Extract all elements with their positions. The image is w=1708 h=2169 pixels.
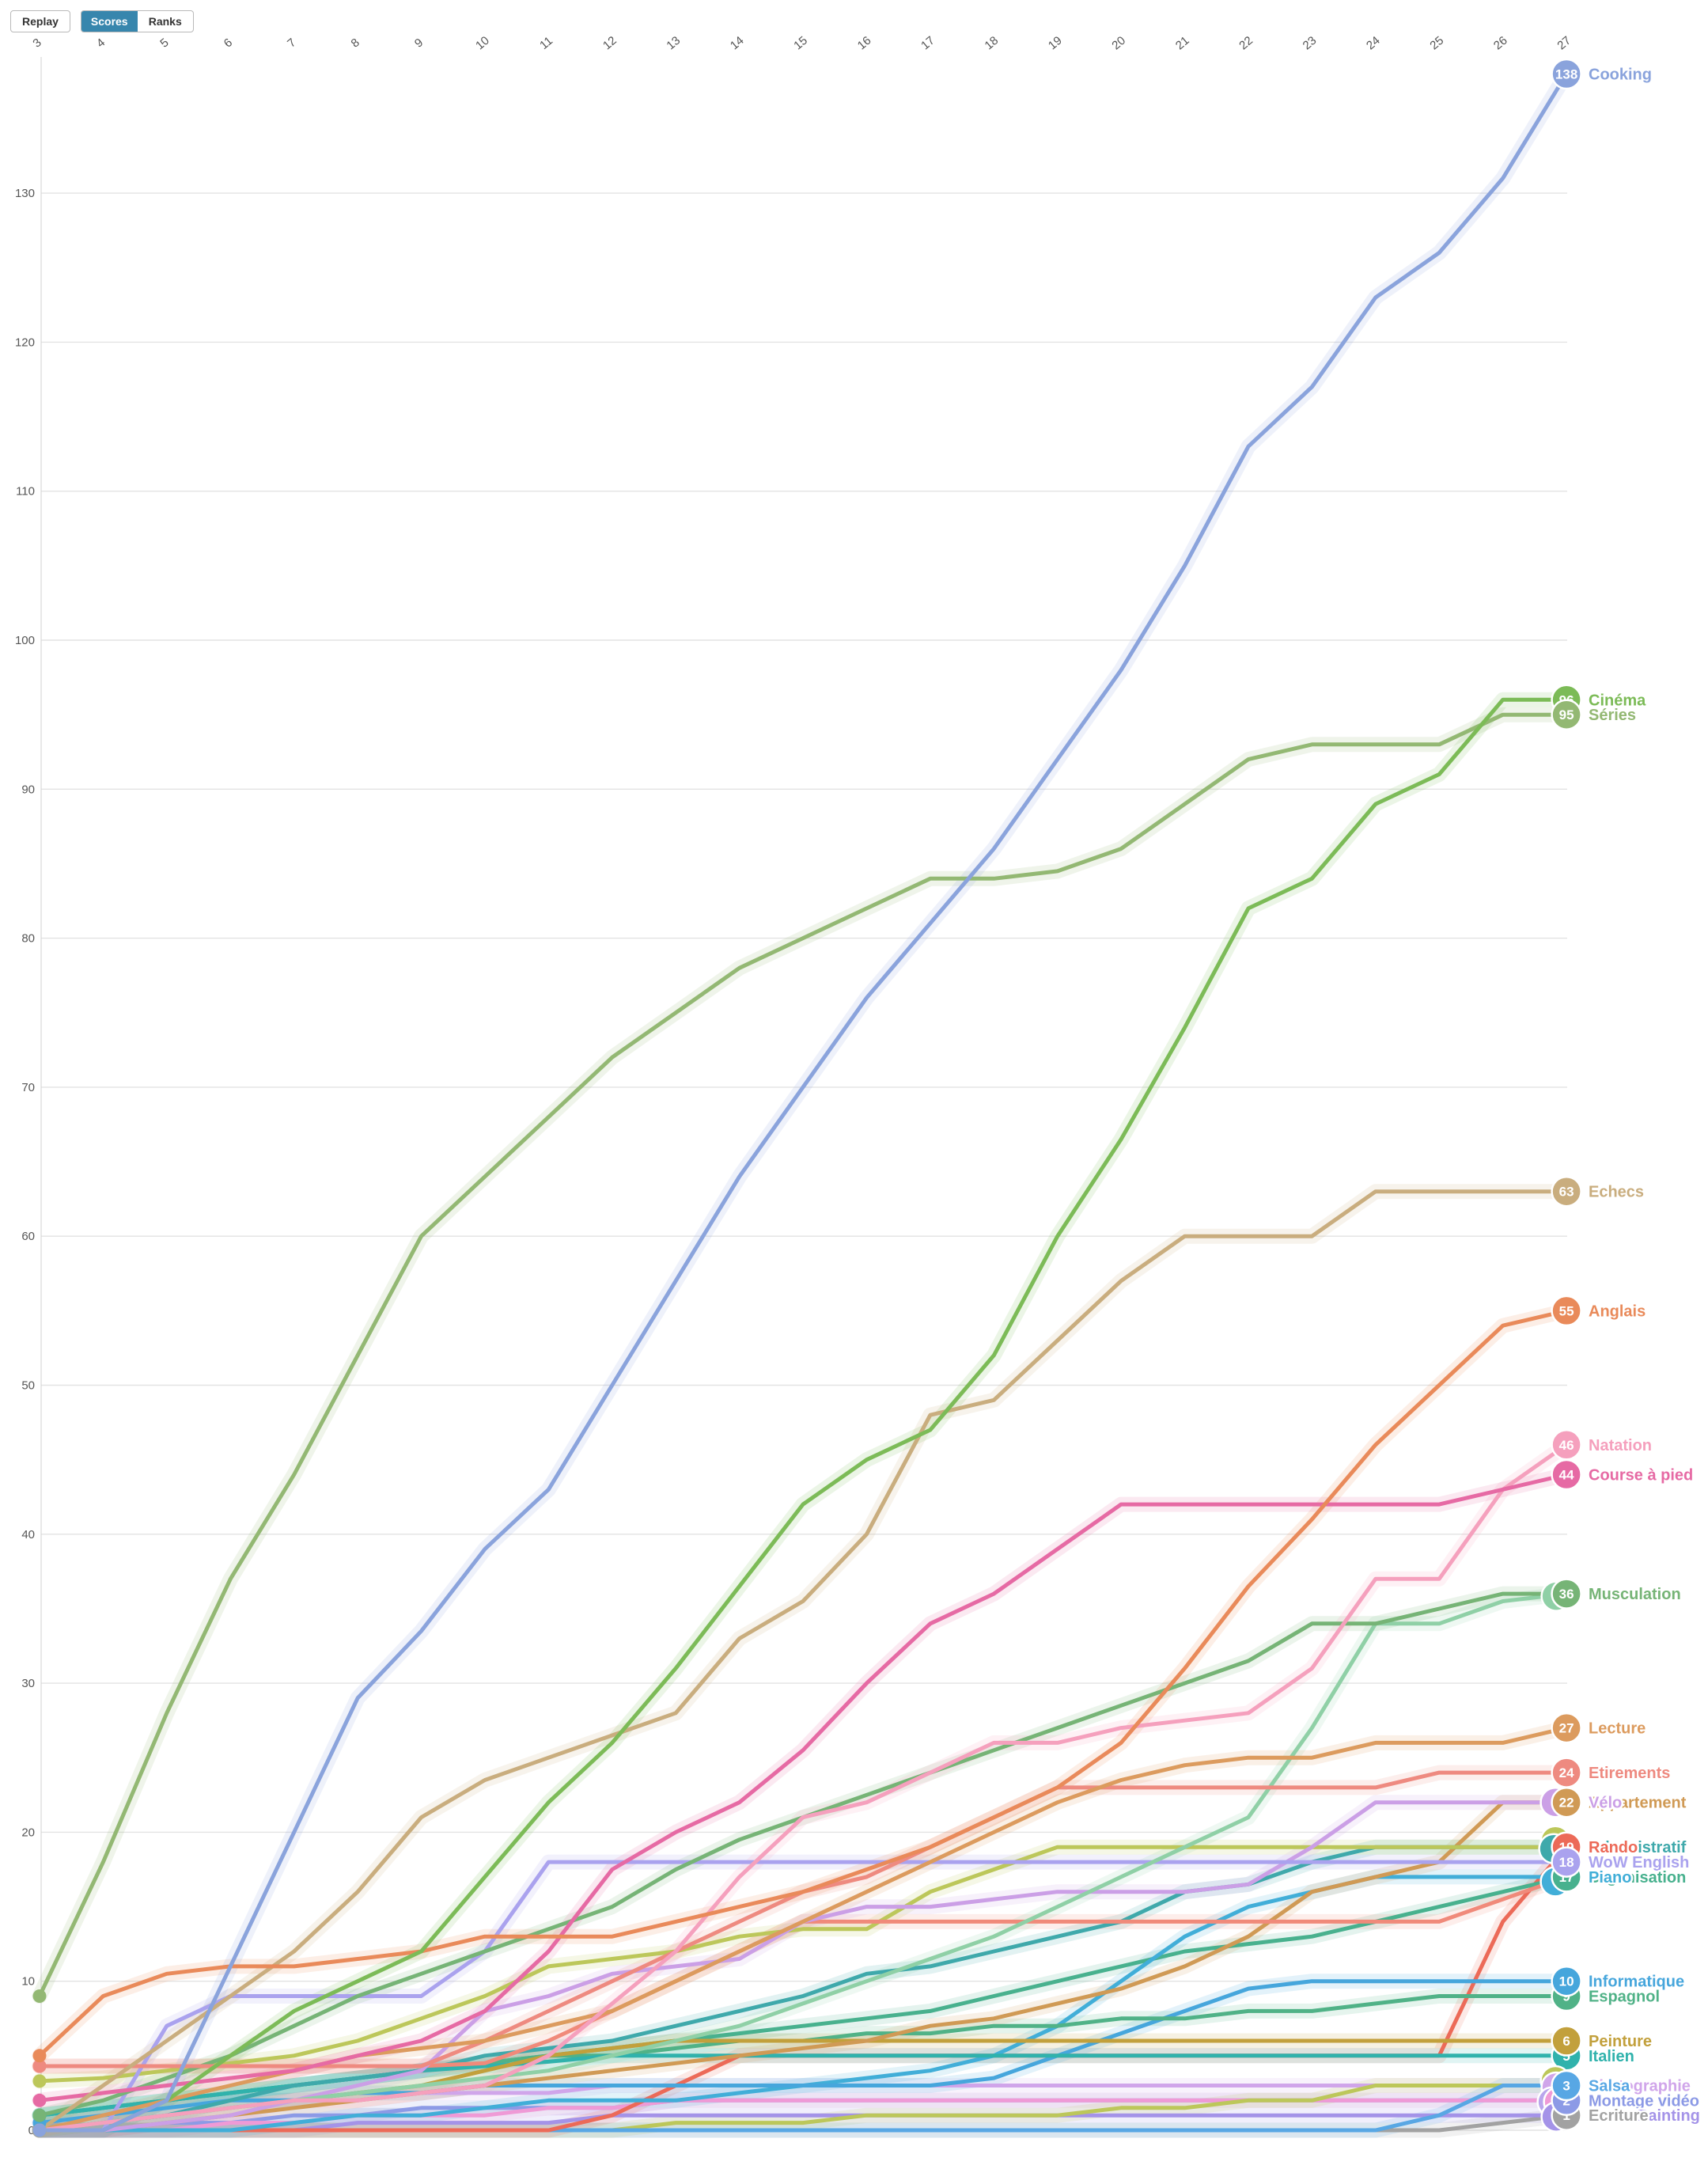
svg-text:30: 30 bbox=[21, 1677, 35, 1690]
svg-text:44: 44 bbox=[1559, 1468, 1574, 1483]
svg-text:Painting: Painting bbox=[1638, 2107, 1700, 2125]
svg-text:Organisation: Organisation bbox=[1589, 1869, 1686, 1886]
svg-text:22: 22 bbox=[1237, 34, 1255, 53]
svg-text:9: 9 bbox=[412, 36, 426, 50]
svg-text:Salsa: Salsa bbox=[1589, 2078, 1630, 2095]
svg-text:Montage vidéo: Montage vidéo bbox=[1589, 2092, 1699, 2110]
svg-text:13: 13 bbox=[664, 34, 683, 53]
svg-text:50: 50 bbox=[21, 1379, 35, 1393]
svg-text:90: 90 bbox=[21, 783, 35, 796]
svg-text:Appartement: Appartement bbox=[1589, 1795, 1687, 1812]
svg-text:40: 40 bbox=[21, 1528, 35, 1541]
svg-text:Course à pied: Course à pied bbox=[1589, 1467, 1693, 1485]
svg-text:25: 25 bbox=[1427, 34, 1446, 53]
svg-text:24: 24 bbox=[1559, 1765, 1574, 1780]
svg-text:36: 36 bbox=[1559, 1587, 1574, 1602]
svg-text:26: 26 bbox=[1491, 34, 1510, 53]
svg-text:20: 20 bbox=[1109, 34, 1128, 53]
svg-text:95: 95 bbox=[1559, 707, 1574, 722]
svg-text:Vélo: Vélo bbox=[1589, 1795, 1622, 1812]
svg-text:Italien: Italien bbox=[1589, 2048, 1634, 2065]
svg-text:46: 46 bbox=[1559, 1438, 1574, 1453]
svg-text:Photographie: Photographie bbox=[1589, 2078, 1691, 2095]
svg-text:7: 7 bbox=[285, 36, 298, 50]
svg-text:23: 23 bbox=[1301, 34, 1320, 53]
svg-text:Informatique: Informatique bbox=[1589, 1974, 1684, 1991]
svg-text:27: 27 bbox=[1559, 1721, 1574, 1736]
svg-text:6: 6 bbox=[222, 36, 235, 50]
svg-text:22: 22 bbox=[1559, 1795, 1574, 1811]
svg-text:3: 3 bbox=[30, 36, 44, 50]
svg-text:6: 6 bbox=[1562, 2034, 1570, 2049]
svg-text:Musculation: Musculation bbox=[1589, 1586, 1681, 1603]
svg-text:Espagnol: Espagnol bbox=[1589, 1989, 1660, 2006]
svg-text:110: 110 bbox=[16, 485, 35, 499]
svg-text:Séries: Séries bbox=[1589, 707, 1636, 724]
svg-text:Echecs: Echecs bbox=[1589, 1184, 1644, 1201]
svg-text:Peinture: Peinture bbox=[1589, 2033, 1652, 2050]
svg-text:Lecture: Lecture bbox=[1589, 1720, 1646, 1738]
svg-text:10: 10 bbox=[1559, 1974, 1574, 1989]
svg-text:3: 3 bbox=[1562, 2079, 1570, 2094]
svg-text:8: 8 bbox=[349, 36, 362, 50]
svg-text:Etirements: Etirements bbox=[1589, 1765, 1670, 1782]
svg-text:16: 16 bbox=[855, 34, 874, 53]
svg-text:Cooking: Cooking bbox=[1589, 66, 1652, 84]
svg-text:Natation: Natation bbox=[1589, 1437, 1652, 1454]
svg-text:10: 10 bbox=[473, 34, 492, 53]
svg-text:17: 17 bbox=[918, 34, 937, 53]
svg-text:Administratif: Administratif bbox=[1589, 1839, 1687, 1856]
svg-text:4: 4 bbox=[94, 36, 108, 50]
svg-text:15: 15 bbox=[791, 34, 810, 53]
svg-text:24: 24 bbox=[1364, 34, 1383, 53]
svg-text:55: 55 bbox=[1559, 1303, 1574, 1318]
svg-text:27: 27 bbox=[1555, 34, 1574, 53]
svg-text:60: 60 bbox=[21, 1230, 35, 1243]
svg-text:Piano: Piano bbox=[1589, 1869, 1631, 1886]
svg-text:19: 19 bbox=[1046, 34, 1065, 53]
svg-text:20: 20 bbox=[21, 1826, 35, 1839]
svg-text:Cinéma: Cinéma bbox=[1589, 692, 1646, 709]
svg-text:138: 138 bbox=[1555, 67, 1577, 82]
svg-text:0: 0 bbox=[28, 2124, 35, 2137]
svg-text:21: 21 bbox=[1173, 34, 1192, 53]
svg-text:12: 12 bbox=[600, 34, 619, 53]
svg-text:Anglais: Anglais bbox=[1589, 1303, 1646, 1320]
svg-text:130: 130 bbox=[15, 187, 35, 200]
svg-text:14: 14 bbox=[728, 34, 747, 53]
svg-text:18: 18 bbox=[1559, 1855, 1574, 1870]
svg-text:80: 80 bbox=[21, 932, 35, 946]
svg-text:120: 120 bbox=[15, 336, 35, 349]
svg-text:5: 5 bbox=[157, 36, 171, 50]
svg-text:18: 18 bbox=[983, 34, 1002, 53]
svg-text:11: 11 bbox=[537, 34, 555, 52]
svg-text:70: 70 bbox=[21, 1081, 35, 1094]
svg-text:100: 100 bbox=[15, 634, 35, 647]
svg-text:63: 63 bbox=[1559, 1185, 1574, 1200]
svg-text:Ecriture: Ecriture bbox=[1589, 2107, 1649, 2125]
svg-text:WoW English: WoW English bbox=[1589, 1854, 1689, 1871]
svg-text:Rando: Rando bbox=[1589, 1839, 1638, 1856]
svg-text:10: 10 bbox=[21, 1975, 35, 1989]
